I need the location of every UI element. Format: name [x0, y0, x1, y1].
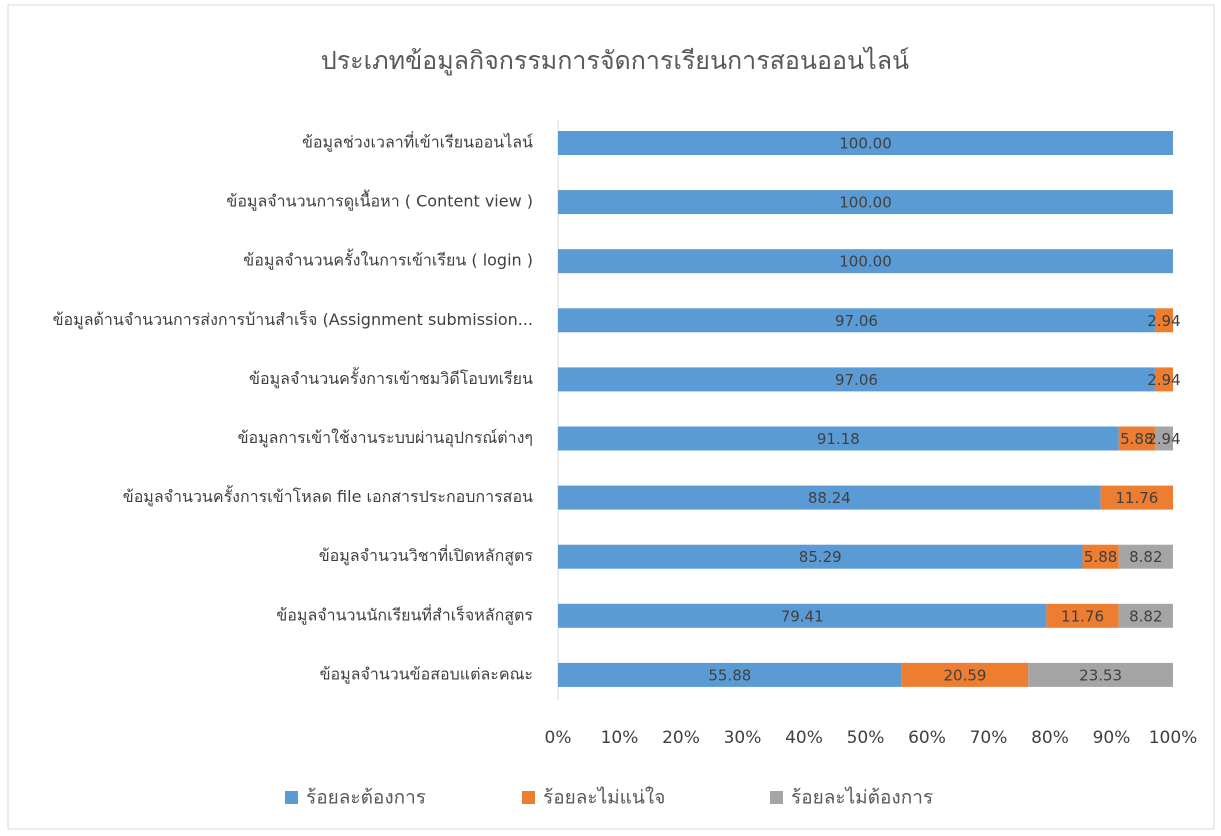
- x-tick-label: 60%: [908, 728, 946, 748]
- legend-label: ร้อยละไม่ต้องการ: [791, 787, 933, 809]
- bar-segment: [1154, 308, 1173, 333]
- bar-segment: [1118, 544, 1173, 569]
- legend-swatch: [770, 791, 783, 804]
- category-label: ข้อมูลจำนวนครั้งในการเข้าเรียน ( login ): [243, 249, 533, 271]
- bar-segment: [1082, 544, 1119, 569]
- legend-swatch: [285, 791, 298, 804]
- data-label: 11.76: [1115, 489, 1158, 507]
- data-label: 5.88: [1120, 430, 1153, 448]
- data-label: 5.88: [1084, 548, 1117, 566]
- bar-segment: [1118, 426, 1155, 451]
- bar-segment: [1046, 603, 1119, 628]
- bar-segment: [558, 603, 1047, 628]
- bar-segment: [558, 485, 1101, 510]
- bar-segment: [558, 308, 1155, 333]
- data-label: 2.94: [1147, 371, 1180, 389]
- data-label: 55.88: [708, 666, 751, 684]
- category-label: ข้อมูลจำนวนการดูเนื้อหา ( Content view ): [226, 190, 533, 212]
- data-label: 2.94: [1147, 430, 1180, 448]
- bar-segment: [558, 367, 1155, 392]
- data-label: 2.94: [1147, 312, 1180, 330]
- data-label: 8.82: [1129, 607, 1162, 625]
- bar-segment: [1154, 367, 1173, 392]
- x-tick-label: 10%: [601, 728, 639, 748]
- data-label: 20.59: [943, 666, 986, 684]
- category-label: ข้อมูลจำนวนนักเรียนที่สำเร็จหลักสูตร: [276, 603, 533, 625]
- x-tick-label: 100%: [1149, 728, 1198, 748]
- data-label: 97.06: [835, 371, 878, 389]
- x-tick-label: 30%: [724, 728, 762, 748]
- bar-segment: [558, 190, 1173, 215]
- data-label: 100.00: [839, 194, 892, 212]
- bar-segment: [1028, 662, 1173, 687]
- bar-segment: [1154, 426, 1173, 451]
- legend-swatch: [522, 791, 535, 804]
- x-tick-label: 80%: [1031, 728, 1069, 748]
- bar-segment: [1100, 485, 1173, 510]
- x-tick-label: 40%: [785, 728, 823, 748]
- x-tick-label: 70%: [970, 728, 1008, 748]
- bar-segment: [1118, 603, 1173, 628]
- x-tick-label: 90%: [1093, 728, 1131, 748]
- data-label: 100.00: [839, 135, 892, 153]
- data-label: 91.18: [817, 430, 860, 448]
- data-label: 79.41: [781, 607, 824, 625]
- category-label: ข้อมูลจำนวนวิชาที่เปิดหลักสูตร: [319, 544, 534, 566]
- category-label: ข้อมูลจำนวนครั้งการเข้าโหลด file เอกสารป…: [123, 485, 533, 507]
- bar-segment: [558, 131, 1173, 155]
- x-tick-label: 0%: [545, 728, 572, 748]
- data-label: 8.82: [1129, 548, 1162, 566]
- category-label: ข้อมูลจำนวนครั้งการเข้าชมวิดีโอบทเรียน: [249, 367, 533, 389]
- data-label: 97.06: [835, 312, 878, 330]
- legend-label: ร้อยละไม่แน่ใจ: [543, 787, 665, 809]
- chart-frame: [7, 4, 1215, 830]
- data-label: 23.53: [1079, 666, 1122, 684]
- category-label: ข้อมูลช่วงเวลาที่เข้าเรียนออนไลน์: [302, 131, 533, 153]
- category-label: ข้อมูลด้านจำนวนการส่งการบ้านสำเร็จ (Assi…: [53, 309, 533, 330]
- bar-segment: [558, 249, 1173, 274]
- bar-segment: [558, 662, 902, 687]
- legend-label: ร้อยละต้องการ: [306, 787, 426, 809]
- bar-segment: [558, 544, 1083, 569]
- category-label: ข้อมูลจำนวนข้อสอบแต่ละคณะ: [320, 664, 533, 684]
- data-label: 85.29: [799, 548, 842, 566]
- data-label: 11.76: [1061, 607, 1104, 625]
- x-tick-label: 20%: [662, 728, 700, 748]
- data-label: 88.24: [808, 489, 851, 507]
- bar-segment: [901, 662, 1029, 687]
- category-label: ข้อมูลการเข้าใช้งานระบบผ่านอุปกรณ์ต่างๆ: [238, 428, 533, 448]
- bar-segment: [558, 426, 1119, 451]
- data-label: 100.00: [839, 253, 892, 271]
- x-tick-label: 50%: [847, 728, 885, 748]
- chart-title: ประเภทข้อมูลกิจกรรมการจัดการเรียนการสอนอ…: [321, 46, 910, 76]
